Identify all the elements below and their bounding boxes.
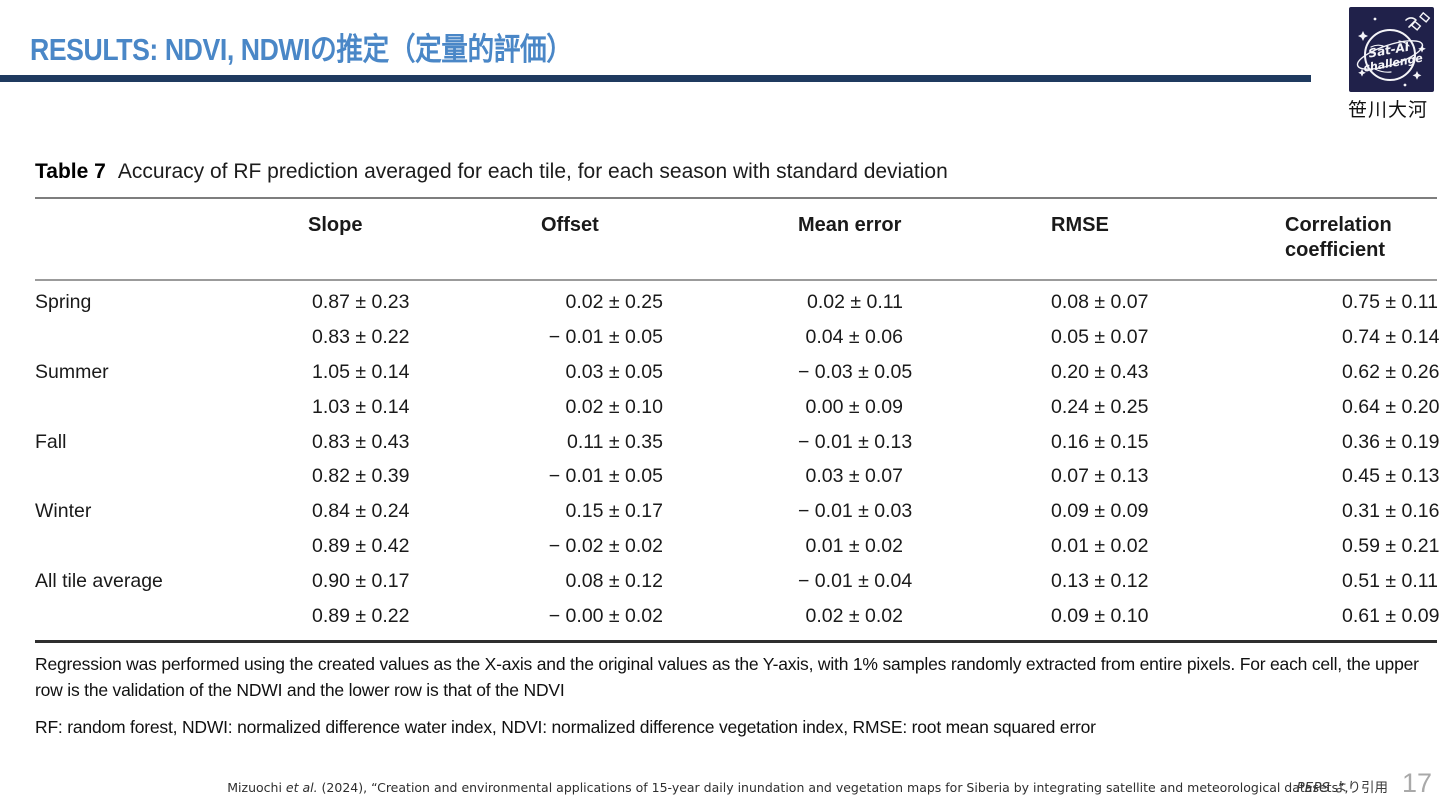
cell-offset: − 0.02 ± 0.02	[548, 534, 663, 557]
table-body: Spring 0.87 ± 0.23 0.02 ± 0.25 0.02 ± 0.…	[35, 281, 1440, 641]
cell-correlation: 0.74 ± 0.14	[1342, 326, 1440, 349]
cell-slope: 1.03 ± 0.14	[312, 395, 410, 418]
header-rmse: RMSE	[1051, 214, 1109, 236]
cell-rmse: 0.07 ± 0.13	[1051, 465, 1149, 488]
table-rule-bottom	[35, 640, 1437, 643]
citation-source-name: PEPS	[1296, 780, 1330, 796]
page-number: 17	[1401, 768, 1432, 798]
cell-mean-error: 0.00 ± 0.09	[805, 395, 903, 418]
table-note-abbreviations: RF: random forest, NDWI: normalized diff…	[35, 716, 1096, 737]
table-row: Winter 0.84 ± 0.24 0.15 ± 0.17 − 0.01 ± …	[35, 494, 1440, 529]
table-row: 1.03 ± 0.14 0.02 ± 0.10 0.00 ± 0.09 0.24…	[35, 390, 1440, 425]
slide-footer: Mizuochi et al. (2024), “Creation and en…	[0, 768, 1432, 799]
satellite-planet-icon: Sat-AI challenge	[1356, 11, 1431, 87]
table-row: Spring 0.87 ± 0.23 0.02 ± 0.25 0.02 ± 0.…	[35, 286, 1438, 321]
citation-rest: (2024), “Creation and environmental appl…	[317, 780, 1349, 795]
cell-slope: 0.89 ± 0.22	[312, 604, 410, 627]
table-row: Fall 0.83 ± 0.43 0.11 ± 0.35 − 0.01 ± 0.…	[35, 425, 1440, 460]
cell-correlation: 0.59 ± 0.21	[1342, 534, 1440, 557]
table-caption-text: Accuracy of RF prediction averaged for e…	[117, 160, 948, 183]
cell-mean-error: 0.02 ± 0.02	[805, 604, 903, 627]
cell-rmse: 0.01 ± 0.02	[1051, 534, 1149, 557]
title-divider	[0, 75, 1311, 82]
table-row: 0.83 ± 0.22 − 0.01 ± 0.05 0.04 ± 0.06 0.…	[35, 320, 1440, 355]
cell-correlation: 0.75 ± 0.11	[1342, 291, 1438, 314]
row-season-label: Winter	[35, 500, 92, 523]
cell-slope: 0.82 ± 0.39	[312, 465, 410, 488]
table-row: 0.82 ± 0.39 − 0.01 ± 0.05 0.03 ± 0.07 0.…	[35, 459, 1440, 494]
cell-mean-error: 0.02 ± 0.11	[807, 291, 903, 314]
sat-ai-challenge-logo: Sat-AI challenge	[1349, 7, 1434, 92]
cell-rmse: 0.13 ± 0.12	[1051, 569, 1149, 592]
cell-mean-error: − 0.01 ± 0.03	[798, 500, 913, 523]
cell-slope: 0.83 ± 0.22	[312, 326, 410, 349]
cell-slope: 1.05 ± 0.14	[312, 360, 410, 383]
header-offset: Offset	[541, 214, 599, 236]
cell-mean-error: 0.01 ± 0.02	[805, 534, 903, 557]
cell-rmse: 0.20 ± 0.43	[1051, 360, 1149, 383]
cell-offset: − 0.01 ± 0.05	[548, 326, 663, 349]
cell-slope: 0.89 ± 0.42	[312, 534, 410, 557]
table-notes: Regression was performed using the creat…	[35, 652, 1437, 741]
row-season-label: Fall	[35, 430, 67, 453]
page-title: RESULTS: NDVI, NDWIの推定（定量的評価）	[30, 32, 573, 67]
cell-offset: 0.08 ± 0.12	[565, 569, 663, 592]
cell-offset: 0.02 ± 0.10	[565, 395, 663, 418]
cell-slope: 0.87 ± 0.23	[312, 291, 410, 314]
header-slope: Slope	[308, 214, 363, 236]
cell-correlation: 0.51 ± 0.11	[1342, 569, 1438, 592]
table-label: Table 7	[35, 160, 106, 183]
table-rule-header	[35, 279, 1437, 281]
table-row: 0.89 ± 0.42 − 0.02 ± 0.02 0.01 ± 0.02 0.…	[35, 529, 1440, 564]
cell-offset: − 0.01 ± 0.05	[548, 465, 663, 488]
results-table: Table 7 Accuracy of RF prediction average…	[35, 160, 1440, 741]
cell-correlation: 0.62 ± 0.26	[1342, 360, 1440, 383]
cell-rmse: 0.09 ± 0.10	[1051, 604, 1149, 627]
cell-mean-error: 0.04 ± 0.06	[805, 326, 903, 349]
table-rule-top	[35, 197, 1437, 199]
cell-rmse: 0.16 ± 0.15	[1051, 430, 1149, 453]
table-note-regression: Regression was performed using the creat…	[35, 653, 1419, 700]
table-header-row: Slope Offset Mean error RMSE Correlation…	[35, 199, 1437, 279]
cell-slope: 0.84 ± 0.24	[312, 500, 410, 523]
cell-offset: − 0.00 ± 0.02	[548, 604, 663, 627]
table-row: 0.89 ± 0.22 − 0.00 ± 0.02 0.02 ± 0.02 0.…	[35, 599, 1440, 634]
cell-offset: 0.03 ± 0.05	[565, 360, 663, 383]
cell-mean-error: − 0.01 ± 0.13	[798, 430, 913, 453]
cell-offset: 0.11 ± 0.35	[567, 430, 663, 453]
cell-slope: 0.90 ± 0.17	[312, 569, 410, 592]
row-season-label: Spring	[35, 291, 92, 314]
table-caption: Table 7 Accuracy of RF prediction average…	[35, 160, 1437, 184]
cell-correlation: 0.61 ± 0.09	[1342, 604, 1440, 627]
header-correlation: Correlation coefficient	[1285, 214, 1392, 261]
cell-correlation: 0.36 ± 0.19	[1342, 430, 1440, 453]
citation-source: PEPS より引用	[1297, 780, 1388, 796]
table-row: All tile average 0.90 ± 0.17 0.08 ± 0.12…	[35, 564, 1438, 599]
cell-offset: 0.15 ± 0.17	[565, 500, 663, 523]
cell-correlation: 0.31 ± 0.16	[1342, 500, 1440, 523]
citation-author: Mizuochi	[227, 780, 286, 795]
cell-correlation: 0.64 ± 0.20	[1342, 395, 1440, 418]
row-season-label: Summer	[35, 360, 109, 383]
table-row: Summer 1.05 ± 0.14 0.03 ± 0.05 − 0.03 ± …	[35, 355, 1440, 390]
citation-source-suffix: より引用	[1329, 780, 1388, 796]
cell-mean-error: − 0.03 ± 0.05	[798, 360, 913, 383]
row-season-label: All tile average	[35, 569, 163, 592]
cell-mean-error: 0.03 ± 0.07	[805, 465, 903, 488]
cell-slope: 0.83 ± 0.43	[312, 430, 410, 453]
author-name: 笹川大河	[1347, 100, 1428, 121]
cell-rmse: 0.05 ± 0.07	[1051, 326, 1149, 349]
citation-etal: et al.	[285, 780, 318, 795]
cell-rmse: 0.08 ± 0.07	[1051, 291, 1149, 314]
cell-rmse: 0.09 ± 0.09	[1051, 500, 1149, 523]
cell-correlation: 0.45 ± 0.13	[1342, 465, 1440, 488]
citation: Mizuochi et al. (2024), “Creation and en…	[227, 776, 1388, 796]
cell-offset: 0.02 ± 0.25	[565, 291, 663, 314]
header-mean-error: Mean error	[798, 214, 902, 236]
cell-mean-error: − 0.01 ± 0.04	[798, 569, 913, 592]
cell-rmse: 0.24 ± 0.25	[1051, 395, 1149, 418]
